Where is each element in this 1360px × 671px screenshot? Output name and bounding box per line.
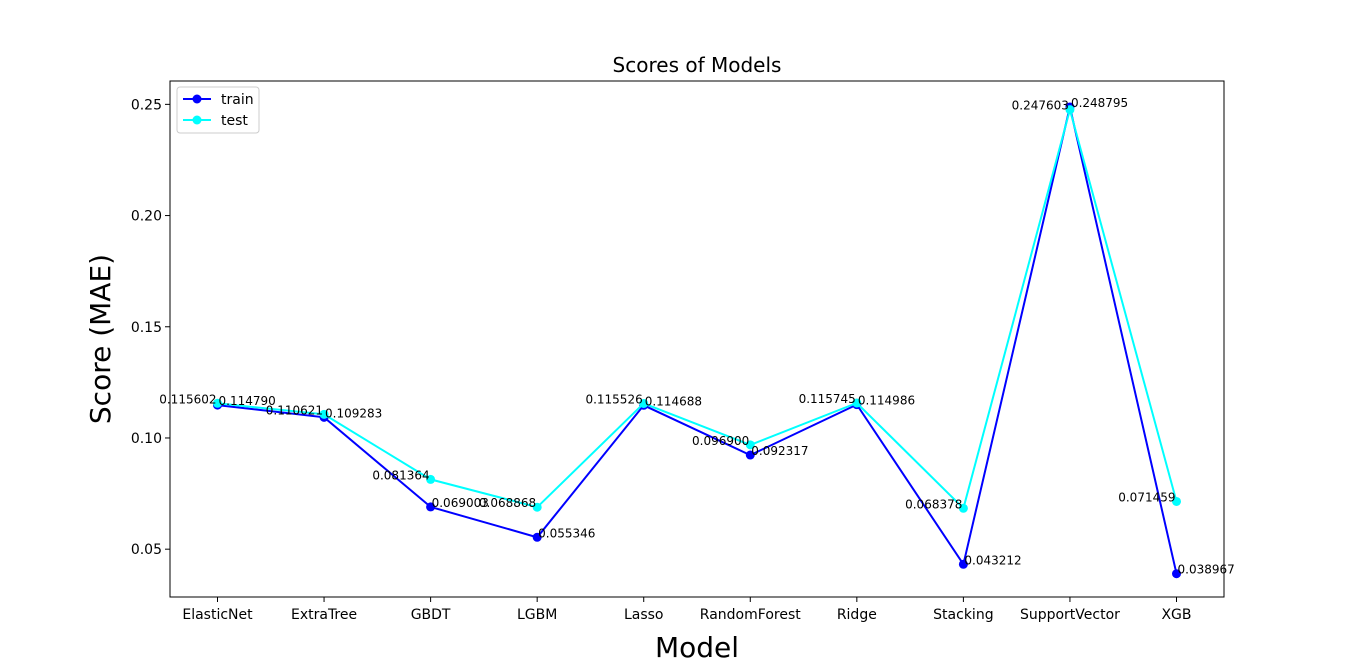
data-label-train: 0.038967 (1178, 563, 1235, 577)
data-point-train (745, 450, 755, 460)
legend-label-test: test (221, 113, 248, 129)
data-label-test: 0.096900 (692, 434, 749, 448)
data-point-test (1065, 105, 1075, 115)
data-point-test (213, 398, 222, 408)
x-tick-label: GBDT (411, 607, 451, 623)
data-point-test (958, 503, 968, 513)
y-tick-label: 0.25 (131, 97, 162, 113)
data-label-train: 0.092317 (751, 444, 808, 458)
x-tick-label: Lasso (624, 607, 664, 623)
y-axis-label: Score (MAE) (84, 254, 117, 424)
data-label-test: 0.071459 (1118, 490, 1175, 504)
y-tick-label: 0.15 (131, 320, 162, 336)
data-label-test: 0.068378 (905, 497, 962, 511)
data-label-test: 0.081364 (372, 468, 429, 482)
data-point-test (319, 409, 329, 419)
series-line-test (217, 105, 1178, 511)
legend-label-train: train (221, 92, 254, 108)
x-tick-label: LGBM (517, 607, 557, 623)
data-label-test: 0.068868 (479, 496, 536, 510)
data-point-test (426, 474, 436, 484)
data-label-test: 0.247603 (1012, 99, 1069, 113)
x-tick-label: ExtraTree (291, 607, 357, 623)
x-tick-label: Stacking (933, 607, 993, 623)
data-label-train: 0.114688 (645, 394, 702, 408)
x-tick-label: SupportVector (1020, 607, 1120, 623)
data-label-train: 0.069003 (432, 496, 489, 510)
data-labels: 0.114790 0.109283 0.069003 0.055346 0.114688… (159, 96, 1235, 577)
data-label-test: 0.110621 (266, 403, 323, 417)
x-tick-label: XGB (1161, 607, 1191, 623)
data-point-test (1172, 496, 1181, 506)
data-label-train: 0.109283 (325, 406, 382, 420)
x-tick-label: RandomForest (700, 607, 801, 623)
data-label-test: 0.115526 (585, 392, 642, 406)
data-label-train: 0.114790 (219, 394, 276, 408)
x-tick-label: ElasticNet (182, 607, 253, 623)
data-label-test: 0.115602 (159, 392, 216, 406)
x-axis-label: Model (655, 631, 739, 664)
chart-title: Scores of Models (613, 53, 782, 77)
data-label-test: 0.115745 (799, 392, 856, 406)
x-axis: ElasticNet ExtraTree GBDT LGBM Lasso RandomFo… (182, 597, 1192, 623)
y-tick-label: 0.05 (131, 542, 162, 558)
legend: train test (176, 86, 260, 134)
data-point-test (532, 502, 542, 512)
data-point-train (426, 502, 436, 512)
y-tick-label: 0.20 (131, 209, 162, 225)
data-label-train: 0.248795 (1071, 96, 1128, 110)
data-point-test (745, 440, 755, 450)
data-point-train (532, 532, 542, 542)
data-label-train: 0.043212 (964, 553, 1021, 567)
data-point-test (852, 398, 862, 408)
y-tick-label: 0.10 (131, 431, 162, 447)
data-label-train: 0.055346 (538, 526, 595, 540)
data-label-train: 0.114986 (858, 394, 915, 408)
series-layer (213, 102, 1181, 579)
data-point-test (639, 398, 649, 408)
legend-marker-train (192, 94, 202, 104)
data-point-train (1172, 569, 1181, 579)
y-axis: 0.05 0.10 0.15 0.20 0.25 (131, 97, 170, 558)
legend-marker-test (192, 115, 202, 125)
series-line-train (217, 106, 1178, 574)
plot-area (169, 80, 1225, 598)
x-tick-label: Ridge (837, 607, 877, 623)
data-point-train (958, 559, 968, 569)
